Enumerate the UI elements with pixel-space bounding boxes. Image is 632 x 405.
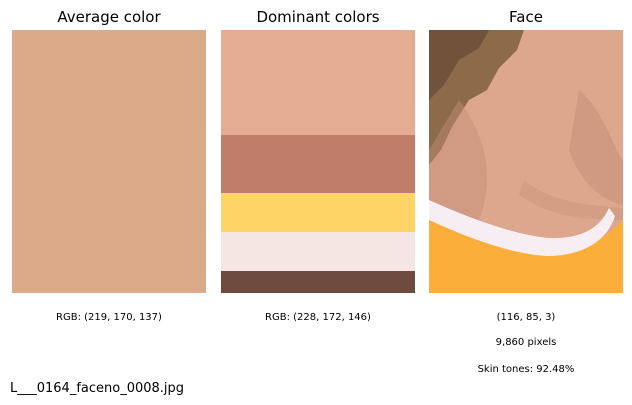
average-color-swatch-panel: [12, 30, 206, 293]
face-pixel-count-caption: 9,860 pixels: [495, 337, 557, 348]
average-color-rgb-caption: RGB: (219, 170, 137): [56, 312, 162, 323]
dominant-color-rgb-caption: RGB: (228, 172, 146): [265, 312, 371, 323]
dominant-colors-title: Dominant colors: [256, 8, 380, 26]
average-color-swatch: [12, 30, 206, 293]
face-title: Face: [509, 8, 543, 26]
dominant-color-band: [221, 193, 415, 232]
dominant-color-band: [221, 135, 415, 193]
face-image-panel: [429, 30, 623, 293]
dominant-color-band: [221, 271, 415, 293]
skin-tones-caption: Skin tones: 92.48%: [477, 364, 575, 375]
dominant-colors-panel: [221, 30, 415, 293]
average-color-title: Average color: [57, 8, 161, 26]
image-filename: L___0164_faceno_0008.jpg: [10, 381, 185, 396]
face-rgb-caption: (116, 85, 3): [496, 312, 556, 323]
face-image: [429, 30, 623, 293]
dominant-color-band: [221, 30, 415, 135]
dominant-color-band: [221, 232, 415, 271]
